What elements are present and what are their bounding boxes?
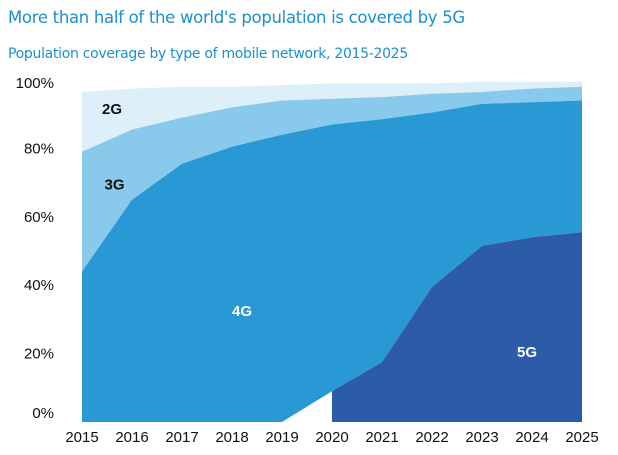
y-tick-label: 100%	[16, 75, 54, 92]
y-tick-label: 60%	[24, 209, 54, 226]
x-tick-label: 2021	[365, 429, 398, 446]
y-tick-label: 0%	[32, 405, 54, 422]
area-4g	[82, 100, 582, 422]
area-2g	[82, 81, 582, 152]
x-tick-label: 2018	[215, 429, 248, 446]
series-label-4g: 4G	[232, 303, 252, 320]
x-tick-label: 2016	[115, 429, 148, 446]
x-tick-label: 2025	[565, 429, 598, 446]
area-5g	[332, 232, 582, 422]
x-tick-label: 2015	[65, 429, 98, 446]
areas-layer	[82, 81, 582, 422]
x-tick-label: 2023	[465, 429, 498, 446]
series-labels: 2G 3G 4G 5G	[102, 101, 537, 361]
series-label-5g: 5G	[517, 344, 537, 361]
x-axis: 2015 2016 2017 2018 2019 2020 2021 2022 2023 2024…	[65, 429, 598, 446]
x-tick-label: 2022	[415, 429, 448, 446]
x-tick-label: 2020	[315, 429, 348, 446]
area-3g	[82, 86, 582, 272]
chart-title: More than half of the world's population…	[8, 8, 465, 27]
y-axis: 0% 20% 40% 60% 80% 100%	[16, 75, 54, 422]
chart-subtitle: Population coverage by type of mobile ne…	[8, 46, 408, 62]
y-tick-label: 80%	[24, 140, 54, 157]
x-tick-label: 2019	[265, 429, 298, 446]
x-tick-label: 2024	[515, 429, 548, 446]
series-label-2g: 2G	[102, 101, 122, 118]
y-tick-label: 20%	[24, 346, 54, 363]
series-label-3g: 3G	[105, 176, 125, 193]
x-tick-label: 2017	[165, 429, 198, 446]
y-tick-label: 40%	[24, 277, 54, 294]
